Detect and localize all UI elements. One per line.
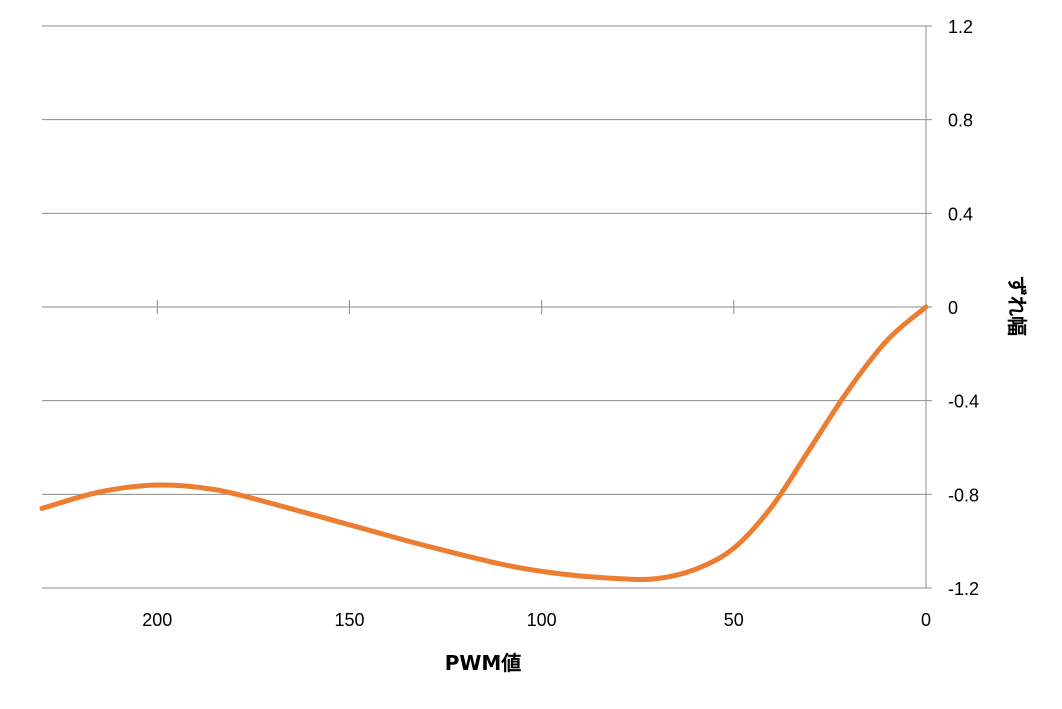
y-axis-title: ずれ幅 [1005, 276, 1029, 336]
x-tick-label-4: 0 [921, 610, 931, 630]
x-tick-label-3: 50 [724, 610, 744, 630]
y-tick-label-4: -0.4 [948, 392, 979, 412]
x-tick-label-1: 150 [334, 610, 364, 630]
y-tick-label-5: -0.8 [948, 485, 979, 505]
series-group [39, 304, 929, 583]
y-tick-label-2: 0.4 [948, 204, 973, 224]
y-tick-label-1: 0.8 [948, 111, 973, 131]
axes [42, 25, 932, 589]
series-line-0 [39, 304, 929, 583]
x-axis-title: PWM値 [445, 651, 522, 675]
x-tick-label-0: 200 [142, 610, 172, 630]
y-tick-label-0: 1.2 [948, 17, 973, 37]
y-tick-label-3: 0 [948, 298, 958, 318]
y-tick-label-6: -1.2 [948, 579, 979, 599]
x-tick-label-2: 100 [527, 610, 557, 630]
x-axis-tick-labels: 200 150 100 50 0 [142, 610, 931, 630]
y-axis-tick-labels: 1.2 0.8 0.4 0 -0.4 -0.8 -1.2 [948, 17, 979, 599]
